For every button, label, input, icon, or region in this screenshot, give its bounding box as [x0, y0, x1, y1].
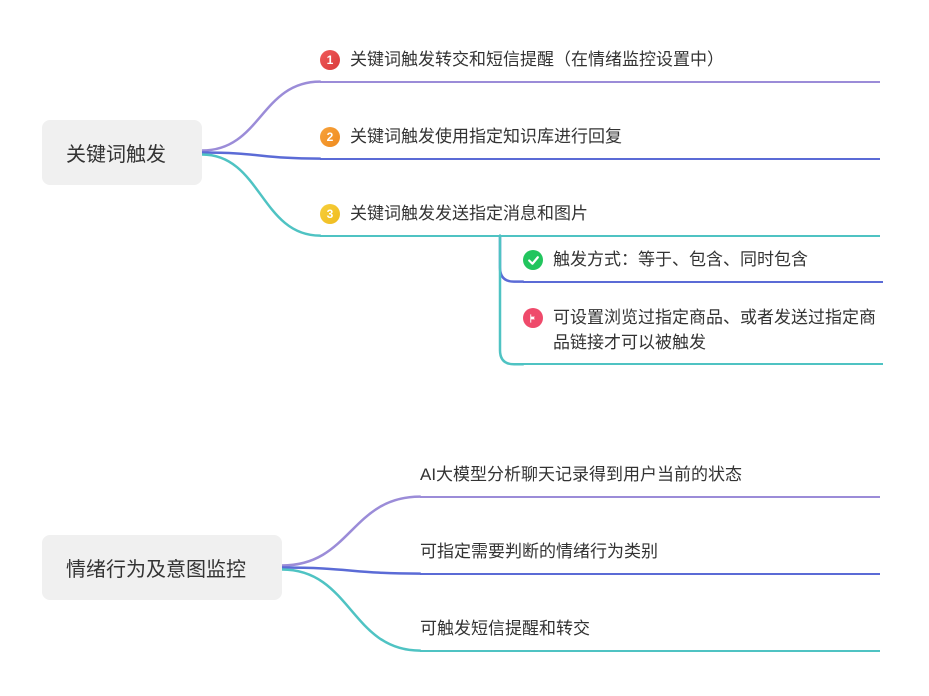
number-badge-2-icon — [320, 127, 340, 147]
root-emotion-monitor: 情绪行为及意图监控 — [42, 535, 282, 600]
mindmap-canvas: 关键词触发 关键词触发转交和短信提醒（在情绪监控设置中） 关键词触发使用指定知识库进… — [0, 0, 929, 696]
keyword-child-3-sub-1-label: 触发方式：等于、包含、同时包含 — [553, 248, 808, 273]
keyword-child-1-label: 关键词触发转交和短信提醒（在情绪监控设置中） — [350, 48, 724, 73]
emotion-child-1-label: AI大模型分析聊天记录得到用户当前的状态 — [420, 463, 742, 488]
check-icon — [523, 250, 543, 270]
emotion-child-1: AI大模型分析聊天记录得到用户当前的状态 — [420, 463, 880, 498]
keyword-child-2: 关键词触发使用指定知识库进行回复 — [320, 125, 880, 160]
keyword-child-3: 关键词触发发送指定消息和图片 — [320, 202, 880, 237]
keyword-child-3-sub-2: 可设置浏览过指定商品、或者发送过指定商品链接才可以被触发 — [523, 306, 883, 365]
emotion-child-3-label: 可触发短信提醒和转交 — [420, 617, 590, 642]
emotion-child-3: 可触发短信提醒和转交 — [420, 617, 880, 652]
number-badge-1-icon — [320, 50, 340, 70]
root-keyword-trigger: 关键词触发 — [42, 120, 202, 185]
keyword-child-3-sub-2-label: 可设置浏览过指定商品、或者发送过指定商品链接才可以被触发 — [553, 306, 883, 355]
flag-icon — [523, 308, 543, 328]
emotion-child-2-label: 可指定需要判断的情绪行为类别 — [420, 540, 658, 565]
keyword-child-3-label: 关键词触发发送指定消息和图片 — [350, 202, 588, 227]
keyword-child-3-sub-1: 触发方式：等于、包含、同时包含 — [523, 248, 883, 283]
keyword-child-1: 关键词触发转交和短信提醒（在情绪监控设置中） — [320, 48, 880, 83]
emotion-child-2: 可指定需要判断的情绪行为类别 — [420, 540, 880, 575]
number-badge-3-icon — [320, 204, 340, 224]
keyword-child-2-label: 关键词触发使用指定知识库进行回复 — [350, 125, 622, 150]
